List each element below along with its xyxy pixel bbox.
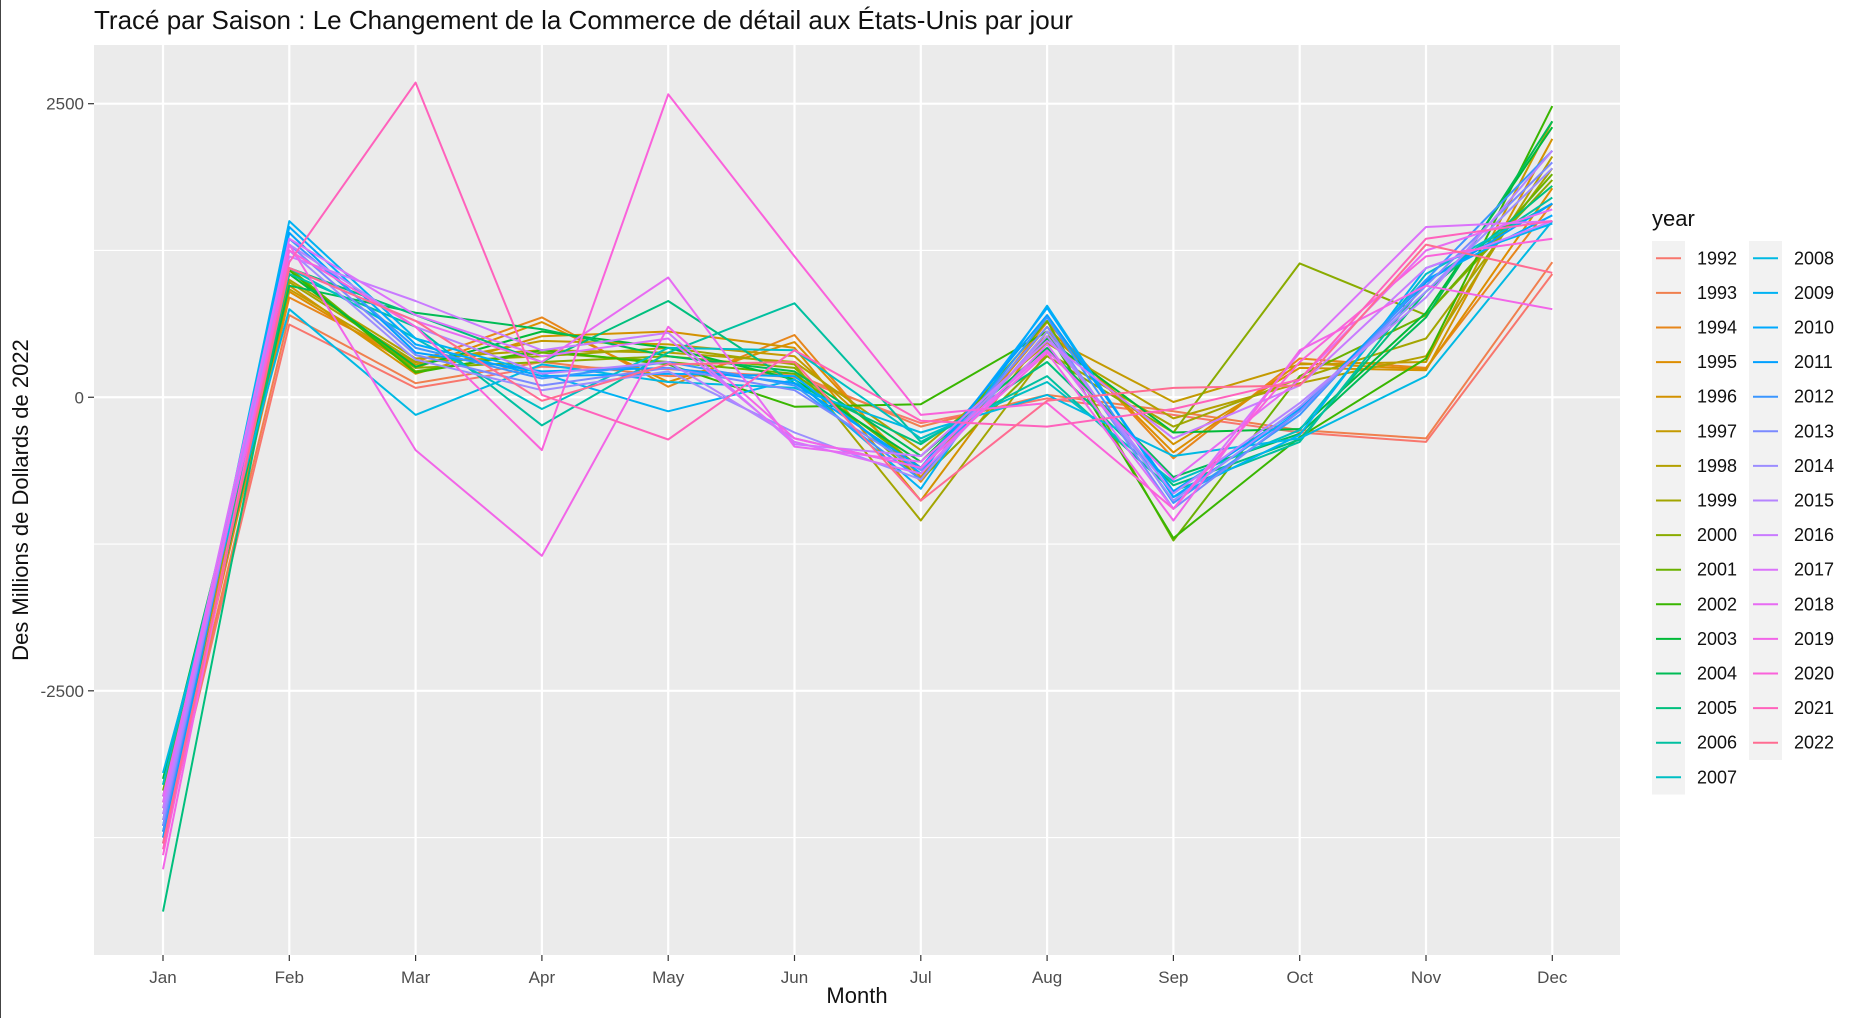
legend-label-2007: 2007 bbox=[1697, 767, 1737, 787]
x-tick-label: Feb bbox=[275, 968, 304, 987]
legend-label-2017: 2017 bbox=[1794, 560, 1834, 580]
legend-label-1999: 1999 bbox=[1697, 491, 1737, 511]
y-axis-title: Des Millions de Dollards de 2022 bbox=[8, 339, 33, 661]
legend-label-2003: 2003 bbox=[1697, 629, 1737, 649]
legend-label-1997: 1997 bbox=[1697, 421, 1737, 441]
chart-title: Tracé par Saison : Le Changement de la C… bbox=[94, 5, 1073, 35]
legend-label-2011: 2011 bbox=[1794, 352, 1833, 372]
legend-label-1995: 1995 bbox=[1697, 352, 1737, 372]
x-tick-label: Sep bbox=[1158, 968, 1188, 987]
x-axis-title: Month bbox=[826, 983, 887, 1008]
plot-panel bbox=[94, 45, 1620, 955]
y-tick-label: 0 bbox=[75, 388, 84, 407]
legend-label-2005: 2005 bbox=[1697, 698, 1737, 718]
legend: year 1992 1993 1994 1995 1996 1997 1998 1999 200… bbox=[1652, 206, 1834, 795]
legend-label-1998: 1998 bbox=[1697, 456, 1737, 476]
legend-label-2019: 2019 bbox=[1794, 629, 1834, 649]
x-tick-label: Oct bbox=[1286, 968, 1313, 987]
x-tick-label: May bbox=[652, 968, 685, 987]
legend-label-2018: 2018 bbox=[1794, 594, 1834, 614]
y-tick-label: 2500 bbox=[46, 95, 84, 114]
legend-label-1994: 1994 bbox=[1697, 318, 1737, 338]
legend-label-1996: 1996 bbox=[1697, 387, 1737, 407]
legend-label-1993: 1993 bbox=[1697, 283, 1737, 303]
x-tick-label: Dec bbox=[1537, 968, 1568, 987]
legend-label-2012: 2012 bbox=[1794, 387, 1834, 407]
x-tick-label: Jul bbox=[910, 968, 932, 987]
legend-label-2021: 2021 bbox=[1794, 698, 1834, 718]
legend-label-1992: 1992 bbox=[1697, 248, 1737, 268]
legend-label-2020: 2020 bbox=[1794, 664, 1834, 684]
legend-label-2004: 2004 bbox=[1697, 664, 1737, 684]
legend-label-2013: 2013 bbox=[1794, 421, 1834, 441]
x-tick-label: Apr bbox=[529, 968, 556, 987]
y-tick-label: -2500 bbox=[41, 682, 84, 701]
legend-label-2016: 2016 bbox=[1794, 525, 1834, 545]
legend-label-2006: 2006 bbox=[1697, 733, 1737, 753]
x-tick-label: Aug bbox=[1032, 968, 1062, 987]
legend-label-2010: 2010 bbox=[1794, 318, 1834, 338]
legend-label-2009: 2009 bbox=[1794, 283, 1834, 303]
legend-label-2015: 2015 bbox=[1794, 491, 1834, 511]
x-tick-label: Jan bbox=[149, 968, 176, 987]
legend-label-2022: 2022 bbox=[1794, 733, 1834, 753]
legend-label-2014: 2014 bbox=[1794, 456, 1834, 476]
x-tick-label: Nov bbox=[1411, 968, 1442, 987]
y-axis: 2500 0 -2500 bbox=[41, 95, 94, 701]
legend-label-2000: 2000 bbox=[1697, 525, 1737, 545]
x-tick-label: Jun bbox=[781, 968, 808, 987]
legend-label-2002: 2002 bbox=[1697, 594, 1737, 614]
legend-label-2008: 2008 bbox=[1794, 248, 1834, 268]
x-tick-label: Mar bbox=[401, 968, 431, 987]
legend-label-2001: 2001 bbox=[1697, 560, 1737, 580]
legend-key-background bbox=[1652, 241, 1685, 795]
legend-title: year bbox=[1652, 206, 1695, 231]
